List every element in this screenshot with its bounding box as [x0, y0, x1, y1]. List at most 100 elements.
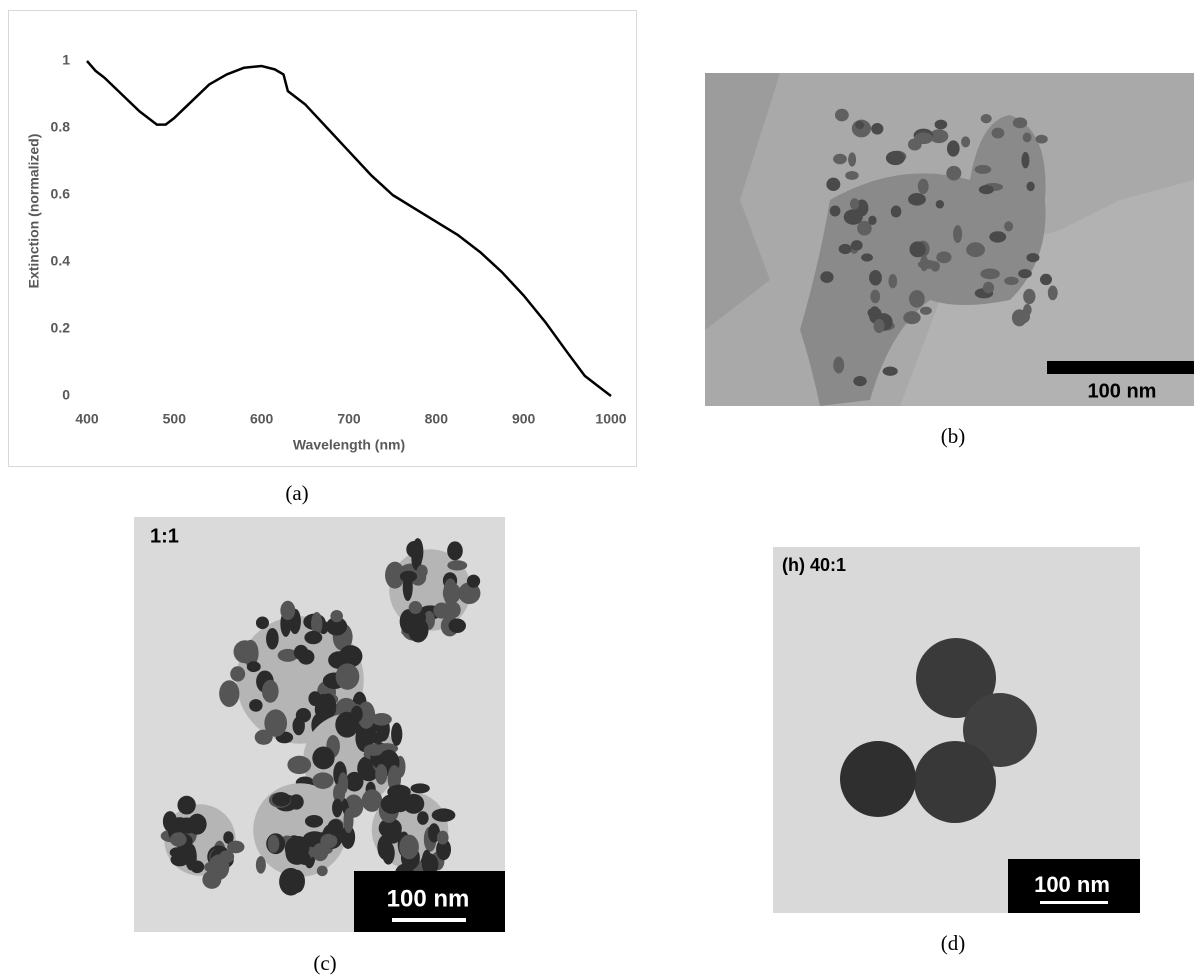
particle — [833, 153, 847, 165]
particle — [1039, 273, 1052, 286]
particle — [332, 798, 343, 818]
particle — [869, 270, 882, 286]
image-region — [705, 73, 780, 330]
panel-label: (h) 40:1 — [782, 555, 846, 575]
scale-bar — [1040, 901, 1108, 904]
particle — [330, 610, 343, 623]
particle — [840, 741, 916, 817]
particle — [411, 546, 422, 571]
x-axis-title: Wavelength (nm) — [293, 437, 405, 453]
particle — [826, 177, 841, 191]
particle — [311, 611, 323, 636]
particle — [176, 817, 198, 834]
particle — [963, 693, 1037, 767]
particle — [343, 808, 354, 834]
particle — [304, 814, 324, 828]
particle — [849, 198, 860, 210]
particle — [843, 209, 863, 225]
scale-bar-label: 100 nm — [1034, 872, 1110, 897]
particle — [974, 164, 992, 174]
particle — [867, 307, 882, 318]
particle — [919, 306, 932, 315]
particle — [1004, 276, 1019, 286]
particle — [433, 602, 451, 619]
y-tick-label: 0.6 — [51, 186, 71, 202]
particle — [261, 679, 279, 703]
particle — [861, 253, 873, 262]
particle — [946, 165, 962, 181]
particle — [966, 242, 986, 258]
particle — [909, 241, 926, 258]
caption: (c) — [313, 951, 336, 975]
particle — [466, 574, 481, 588]
particle — [929, 129, 949, 144]
particle — [1022, 132, 1032, 143]
particle — [820, 271, 834, 283]
particle — [934, 119, 948, 130]
x-tick-label: 1000 — [595, 411, 626, 427]
scale-bar — [392, 918, 466, 922]
particle — [447, 541, 463, 561]
particle — [169, 847, 186, 858]
particle — [267, 834, 280, 853]
particle — [227, 840, 245, 854]
y-tick-label: 0.4 — [51, 253, 71, 269]
particle — [833, 356, 845, 374]
particle — [946, 140, 960, 157]
particle — [1026, 252, 1040, 263]
x-tick-label: 400 — [75, 411, 99, 427]
particle — [399, 834, 419, 860]
particle — [312, 843, 329, 862]
particle — [399, 570, 418, 583]
tem-image-c: 1:1 100 nm — [134, 517, 505, 932]
image-region — [900, 180, 1194, 406]
caption: (a) — [285, 481, 308, 505]
y-tick-label: 1 — [62, 52, 70, 68]
particle — [431, 808, 456, 822]
particle — [888, 274, 898, 289]
particle — [382, 841, 395, 865]
particle — [436, 838, 452, 861]
particle — [421, 849, 432, 875]
particle — [266, 627, 279, 650]
particle — [391, 722, 403, 746]
particle — [385, 819, 402, 844]
particle — [219, 850, 235, 864]
particle — [834, 108, 849, 122]
x-tick-label: 700 — [337, 411, 361, 427]
particle — [219, 680, 240, 707]
particle — [254, 729, 273, 745]
particle — [885, 150, 905, 166]
particle — [916, 638, 996, 718]
particle — [177, 795, 196, 815]
particle — [838, 243, 852, 255]
tem-image-d: (h) 40:1 100 nm — [773, 547, 1140, 913]
y-axis-title: Extinction (normalized) — [26, 134, 42, 289]
particle — [264, 709, 288, 737]
particle — [848, 152, 857, 167]
image-background — [773, 547, 1140, 913]
particle — [408, 601, 423, 615]
caption: (d) — [941, 931, 966, 955]
x-tick-label: 600 — [250, 411, 274, 427]
particle — [909, 290, 925, 308]
particle — [289, 869, 305, 893]
particle — [890, 205, 902, 218]
particle — [982, 281, 995, 294]
particle — [361, 789, 383, 812]
particle — [371, 713, 392, 726]
particle — [1018, 268, 1032, 279]
particle — [298, 852, 311, 865]
particle — [403, 793, 425, 814]
tem-image-b: 100 nm — [705, 73, 1194, 406]
particle — [417, 811, 429, 825]
particle — [914, 132, 934, 144]
particle — [917, 178, 929, 195]
particle — [914, 741, 996, 823]
particle — [935, 199, 945, 209]
particle — [350, 705, 363, 723]
particle — [223, 831, 234, 844]
particle — [375, 763, 388, 785]
particle — [246, 661, 261, 673]
particle — [871, 123, 884, 135]
